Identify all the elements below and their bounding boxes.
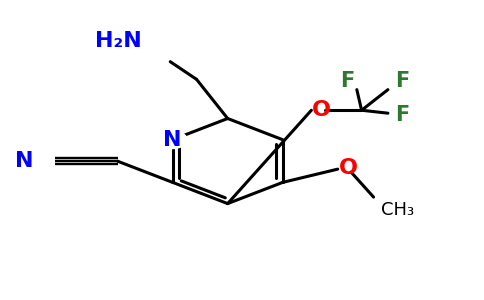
Text: N: N [164, 130, 182, 150]
Text: F: F [340, 71, 354, 91]
Text: H₂N: H₂N [95, 31, 141, 51]
Text: O: O [312, 100, 332, 120]
Circle shape [158, 131, 187, 148]
Text: N: N [15, 151, 34, 171]
Text: O: O [339, 158, 358, 178]
Text: F: F [395, 71, 409, 91]
Text: F: F [395, 105, 409, 125]
Text: CH₃: CH₃ [381, 201, 414, 219]
